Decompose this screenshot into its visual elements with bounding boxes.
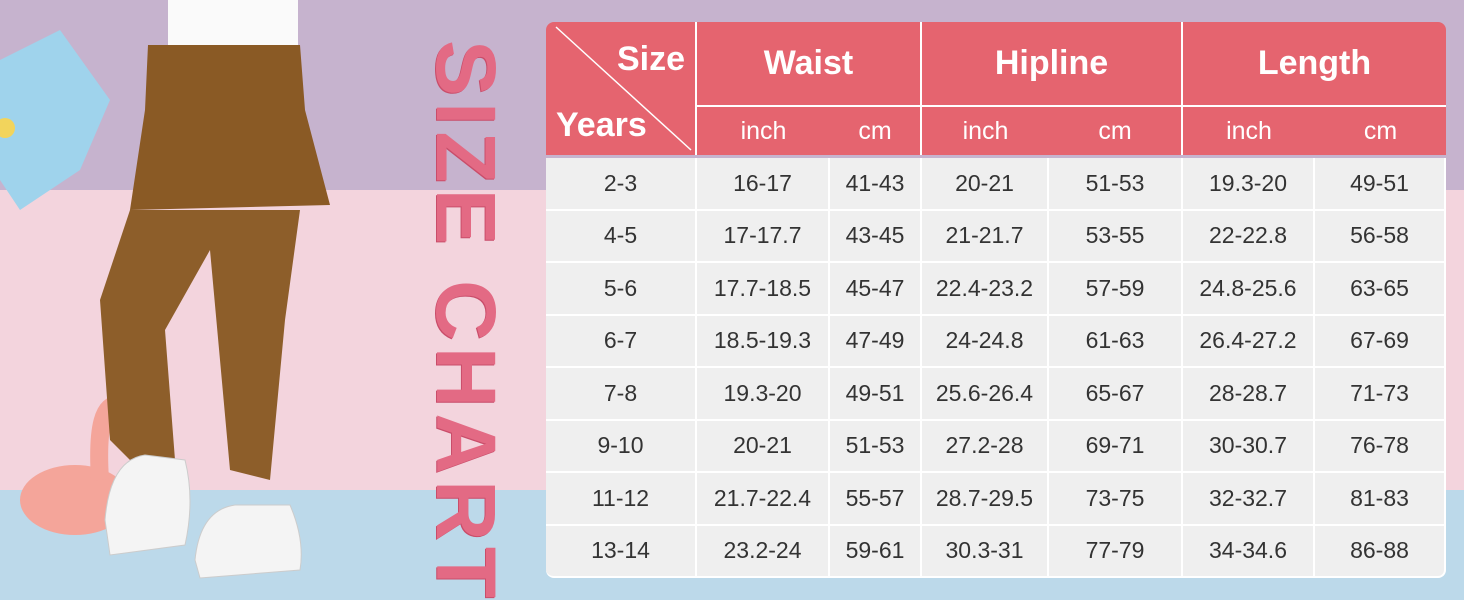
size-cell: 41-43: [830, 158, 922, 211]
age-cell: 7-8: [546, 368, 697, 421]
age-cell: 4-5: [546, 210, 697, 263]
shoe-right: [194, 504, 302, 579]
size-cell: 30-30.7: [1183, 420, 1315, 473]
size-cell: 25.6-26.4: [922, 368, 1049, 421]
size-cell: 76-78: [1315, 420, 1446, 473]
side-title: SIZE CHART: [419, 40, 513, 604]
flamingo: [20, 465, 130, 535]
age-cell: 2-3: [546, 158, 697, 211]
size-cell: 16-17: [697, 158, 830, 211]
group-header: Hipline: [922, 22, 1183, 107]
group-header: Waist: [697, 22, 922, 107]
size-cell: 77-79: [1049, 525, 1183, 578]
unit-header: inch: [697, 107, 830, 155]
size-cell: 21-21.7: [922, 210, 1049, 263]
size-cell: 27.2-28: [922, 420, 1049, 473]
size-cell: 26.4-27.2: [1183, 315, 1315, 368]
age-cell: 9-10: [546, 420, 697, 473]
size-cell: 63-65: [1315, 263, 1446, 316]
size-cell: 86-88: [1315, 525, 1446, 578]
unit-header: inch: [922, 107, 1049, 155]
size-cell: 28-28.7: [1183, 368, 1315, 421]
skirt: [130, 45, 330, 210]
size-cell: 67-69: [1315, 315, 1446, 368]
size-cell: 71-73: [1315, 368, 1446, 421]
size-cell: 81-83: [1315, 473, 1446, 526]
size-cell: 59-61: [830, 525, 922, 578]
corner-size: Size: [616, 40, 685, 78]
size-cell: 65-67: [1049, 368, 1183, 421]
size-cell: 20-21: [697, 420, 830, 473]
size-cell: 69-71: [1049, 420, 1183, 473]
size-cell: 22.4-23.2: [922, 263, 1049, 316]
size-cell: 55-57: [830, 473, 922, 526]
unit-header: cm: [830, 107, 922, 155]
size-cell: 73-75: [1049, 473, 1183, 526]
corner-years: Years: [556, 106, 647, 144]
size-cell: 45-47: [830, 263, 922, 316]
size-cell: 17.7-18.5: [697, 263, 830, 316]
size-cell: 34-34.6: [1183, 525, 1315, 578]
size-cell: 53-55: [1049, 210, 1183, 263]
size-cell: 57-59: [1049, 263, 1183, 316]
pinwheel: [0, 30, 110, 210]
size-cell: 18.5-19.3: [697, 315, 830, 368]
size-cell: 32-32.7: [1183, 473, 1315, 526]
size-cell: 51-53: [830, 420, 922, 473]
size-cell: 28.7-29.5: [922, 473, 1049, 526]
size-cell: 56-58: [1315, 210, 1446, 263]
leggings: [100, 210, 300, 480]
unit-header: inch: [1183, 107, 1315, 155]
size-cell: 19.3-20: [1183, 158, 1315, 211]
size-cell: 47-49: [830, 315, 922, 368]
shoe-left: [104, 454, 191, 556]
size-cell: 43-45: [830, 210, 922, 263]
size-cell: 49-51: [830, 368, 922, 421]
age-cell: 5-6: [546, 263, 697, 316]
size-cell: 22-22.8: [1183, 210, 1315, 263]
size-cell: 61-63: [1049, 315, 1183, 368]
shirt: [168, 0, 298, 45]
age-cell: 6-7: [546, 315, 697, 368]
size-cell: 51-53: [1049, 158, 1183, 211]
size-cell: 23.2-24: [697, 525, 830, 578]
corner-diagonal: [555, 26, 692, 151]
size-cell: 24.8-25.6: [1183, 263, 1315, 316]
pinwheel-center: [0, 118, 15, 138]
unit-header: cm: [1049, 107, 1183, 155]
size-cell: 30.3-31: [922, 525, 1049, 578]
group-header: Length: [1183, 22, 1446, 107]
size-cell: 24-24.8: [922, 315, 1049, 368]
unit-header: cm: [1315, 107, 1446, 155]
size-cell: 17-17.7: [697, 210, 830, 263]
size-cell: 49-51: [1315, 158, 1446, 211]
size-cell: 20-21: [922, 158, 1049, 211]
age-cell: 11-12: [546, 473, 697, 526]
size-cell: 21.7-22.4: [697, 473, 830, 526]
corner-cell: Size Years: [546, 22, 697, 155]
size-cell: 19.3-20: [697, 368, 830, 421]
age-cell: 13-14: [546, 525, 697, 578]
